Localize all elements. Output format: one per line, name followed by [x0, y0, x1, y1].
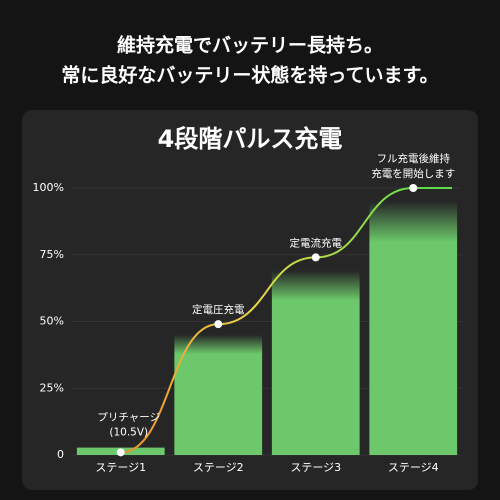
annotation: フル充電後維持: [377, 152, 451, 165]
x-tick-label: ステージ1: [95, 461, 146, 474]
bar: [271, 270, 360, 455]
curve-point: [409, 184, 418, 192]
panel: [22, 110, 478, 490]
y-tick-label: 100%: [33, 181, 64, 194]
header-line: 常に良好なバッテリー状態を持っています。: [61, 64, 438, 87]
curve-point: [311, 253, 320, 262]
y-tick-label: 50%: [40, 315, 64, 328]
y-tick-label: 75%: [40, 248, 64, 261]
x-tick-label: ステージ4: [388, 461, 439, 474]
bar: [369, 201, 458, 455]
annotation: 定電圧充電: [192, 303, 245, 316]
annotation: 充電を開始します: [371, 167, 455, 180]
bar: [174, 334, 263, 455]
annotation: (10.5V): [109, 426, 148, 438]
annotation: 定電流充電: [290, 236, 343, 249]
x-tick-label: ステージ2: [193, 461, 244, 474]
charge-curve: [120, 187, 452, 454]
x-tick-label: ステージ3: [290, 461, 341, 474]
y-tick-label: 0: [57, 448, 64, 461]
y-tick-label: 25%: [40, 381, 64, 394]
chart-title: 4段階パルス充電: [158, 125, 343, 153]
curve-point: [214, 320, 223, 329]
annotation: プリチャージ: [97, 411, 160, 423]
curve-point: [116, 448, 125, 457]
header-line: 維持充電でバッテリー長持ち。: [117, 34, 383, 57]
